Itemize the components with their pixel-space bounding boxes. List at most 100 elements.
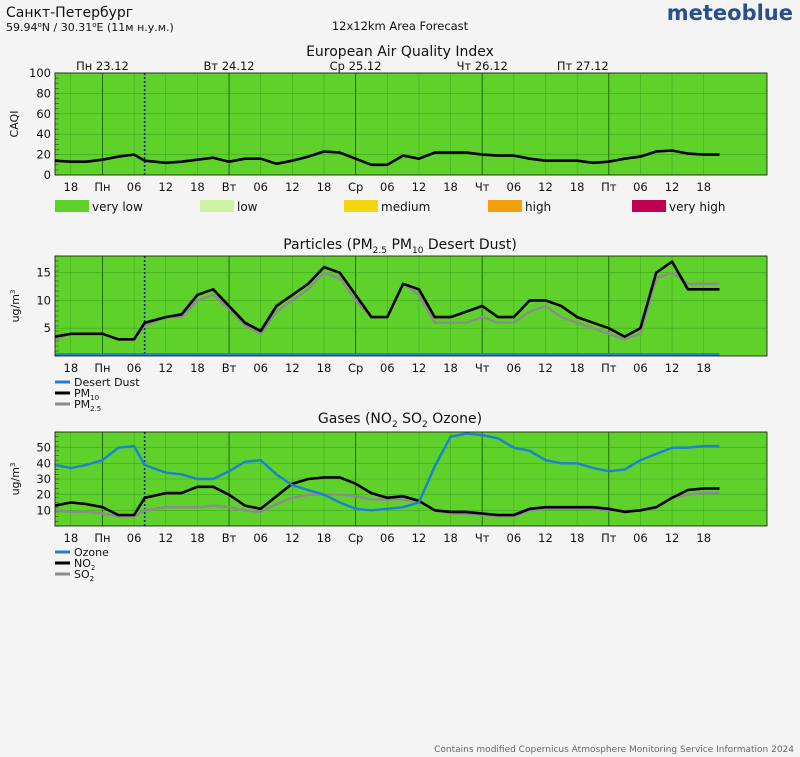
- legend-swatch: [55, 200, 89, 212]
- y-tick-label: 20: [36, 488, 51, 502]
- legend-swatch: [344, 200, 378, 212]
- legend-item: PM10: [55, 387, 99, 402]
- y-tick-label: 20: [36, 148, 51, 162]
- x-tick-label: 06: [253, 531, 268, 545]
- y-axis-label: ug/m3: [9, 290, 22, 323]
- legend-label: high: [525, 200, 551, 214]
- x-tick-label: 18: [443, 180, 458, 194]
- legend-item: very high: [632, 200, 726, 214]
- x-tick-label: Пт: [601, 531, 617, 545]
- x-tick-label: Пт: [601, 180, 617, 194]
- x-tick-label: 18: [317, 361, 332, 375]
- legend-swatch: [200, 200, 234, 212]
- x-tick-label: Вт: [222, 531, 237, 545]
- legend-item: medium: [344, 200, 430, 214]
- x-tick-label: 06: [127, 180, 142, 194]
- x-tick-label: 18: [570, 361, 585, 375]
- series-line-so2: [55, 491, 720, 518]
- y-tick-label: 80: [36, 86, 51, 100]
- x-tick-label: 06: [127, 531, 142, 545]
- x-tick-label: Ср: [348, 180, 363, 194]
- legend-item: Desert Dust: [55, 376, 140, 389]
- legend-label: Desert Dust: [74, 376, 140, 389]
- series-line-pm10: [55, 260, 720, 341]
- legend-item: NO2: [55, 557, 95, 572]
- x-tick-label: 12: [158, 531, 173, 545]
- x-tick-label: Вт: [222, 180, 237, 194]
- x-tick-label: Пт: [601, 361, 617, 375]
- x-tick-label: 06: [127, 361, 142, 375]
- day-label: Ср 25.12: [330, 59, 382, 73]
- x-tick-label: 18: [190, 531, 205, 545]
- x-tick-label: Пн: [94, 180, 110, 194]
- x-tick-label: Ср: [348, 531, 363, 545]
- air-quality-chart: European Air Quality Index Пн 23.12 Вт 24.…: [8, 44, 768, 214]
- legend-label: medium: [381, 200, 430, 214]
- x-tick-label: 18: [317, 531, 332, 545]
- x-tick-label: 18: [64, 531, 79, 545]
- x-tick-label: 12: [412, 361, 427, 375]
- y-tick-label: 0: [44, 168, 51, 182]
- x-tick-label: 18: [64, 180, 79, 194]
- copernicus-credit: Contains modified Copernicus Atmosphere …: [434, 745, 794, 755]
- day-label: Чт 26.12: [457, 59, 508, 73]
- x-tick-label: Пн: [94, 531, 110, 545]
- series-group: [55, 260, 720, 356]
- y-tick-label: 10: [36, 503, 51, 517]
- x-tick-label: Чт: [475, 361, 490, 375]
- x-tick-label: 12: [285, 361, 300, 375]
- legend-item: Ozone: [55, 546, 109, 559]
- longitude: 30.31: [61, 21, 93, 34]
- x-tick-label: 18: [190, 180, 205, 194]
- y-tick-label: 40: [36, 127, 51, 141]
- y-axis-label: ug/m3: [9, 463, 22, 496]
- coordinates: 59.94oN / 30.31oE (11м н.у.м.): [6, 21, 174, 34]
- y-tick-label: 15: [36, 266, 51, 280]
- day-label: Пт 27.12: [557, 59, 609, 73]
- x-tick-label: 12: [158, 361, 173, 375]
- series-line-ozone: [55, 432, 720, 512]
- header: Санкт-Петербург 59.94oN / 30.31oE (11м н…: [6, 1, 793, 34]
- x-tick-label: 12: [665, 531, 680, 545]
- legend-swatch: [488, 200, 522, 212]
- legend-label: NO2: [74, 557, 95, 572]
- x-tick-label: 06: [633, 531, 648, 545]
- legend-label: Ozone: [74, 546, 109, 559]
- series-line-caqi: [55, 149, 720, 167]
- chart-title: European Air Quality Index: [306, 44, 494, 60]
- city-title: Санкт-Петербург: [6, 5, 133, 21]
- x-tick-label: 12: [665, 180, 680, 194]
- plot-border: [54, 72, 768, 176]
- y-tick-label: 30: [36, 472, 51, 486]
- x-tick-label: 12: [538, 180, 553, 194]
- x-tick-label: 18: [696, 361, 711, 375]
- x-tick-label: 18: [443, 361, 458, 375]
- elevation: (11м н.у.м.): [107, 21, 174, 34]
- x-tick-label: 12: [665, 361, 680, 375]
- x-tick-label: 18: [317, 180, 332, 194]
- legend-label: low: [237, 200, 258, 214]
- y-axis-label: CAQI: [8, 111, 21, 138]
- legend-label: PM2.5: [74, 398, 101, 413]
- legend-item: high: [488, 200, 551, 214]
- y-tick-label: 50: [36, 441, 51, 455]
- x-tick-label: Пн: [94, 361, 110, 375]
- legend-label: PM10: [74, 387, 99, 402]
- day-label: Вт 24.12: [203, 59, 254, 73]
- meteoblue-logo: meteoblue: [667, 1, 793, 25]
- x-tick-label: 06: [380, 361, 395, 375]
- series-group: [55, 149, 720, 167]
- x-tick-label: 06: [507, 531, 522, 545]
- series-group: [55, 432, 720, 518]
- chart-title: Gases (NO2 SO2 Ozone): [318, 411, 482, 430]
- y-tick-label: 40: [36, 456, 51, 470]
- x-tick-label: Ср: [348, 361, 363, 375]
- forecast-subtitle: 12x12km Area Forecast: [332, 19, 469, 33]
- y-tick-label: 60: [36, 107, 51, 121]
- x-tick-label: 12: [412, 531, 427, 545]
- legend-swatch: [632, 200, 666, 212]
- x-tick-label: 18: [570, 180, 585, 194]
- x-tick-label: 18: [570, 531, 585, 545]
- x-tick-label: 18: [64, 361, 79, 375]
